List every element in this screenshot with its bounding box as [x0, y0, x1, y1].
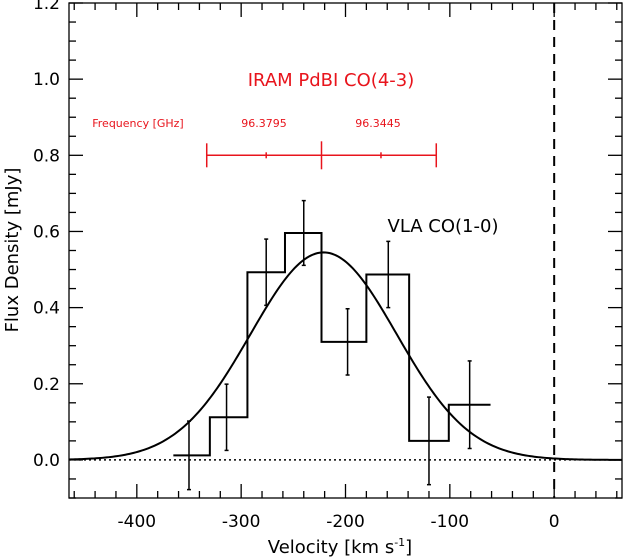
frequency-label: Frequency [GHz] — [92, 117, 183, 130]
gaussian-fit-curve — [69, 251, 622, 461]
y-tick-label: 0.6 — [33, 222, 60, 242]
y-tick-label: 1.0 — [33, 70, 60, 90]
x-tick-label: -300 — [222, 512, 261, 532]
x-tick-label: -200 — [326, 512, 365, 532]
y-tick-label: 1.2 — [33, 0, 60, 14]
y-tick-label: 0.4 — [33, 299, 60, 319]
iram-label: IRAM PdBI CO(4-3) — [248, 70, 415, 91]
vla-label: VLA CO(1-0) — [388, 216, 499, 237]
y-axis-label: Flux Density [mJy] — [2, 168, 23, 333]
x-axis-label: Velocity [km s-1] — [268, 536, 412, 557]
y-tick-label: 0.8 — [33, 146, 60, 166]
x-tick-label: -100 — [431, 512, 470, 532]
spectrum-histogram — [173, 231, 491, 457]
y-tick-label: 0.2 — [33, 375, 60, 395]
y-tick-label: 0.0 — [33, 451, 60, 471]
x-tick-label: -400 — [118, 512, 157, 532]
y-axis: 0.0 0.2 0.4 0.6 0.8 1.0 1.2 — [33, 0, 622, 499]
freq-tick-label-1: 96.3795 — [241, 117, 287, 130]
x-tick-label: 0 — [549, 512, 560, 532]
freq-tick-label-2: 96.3445 — [355, 117, 401, 130]
x-axis: -400 -300 -200 -100 0 — [73, 3, 618, 532]
